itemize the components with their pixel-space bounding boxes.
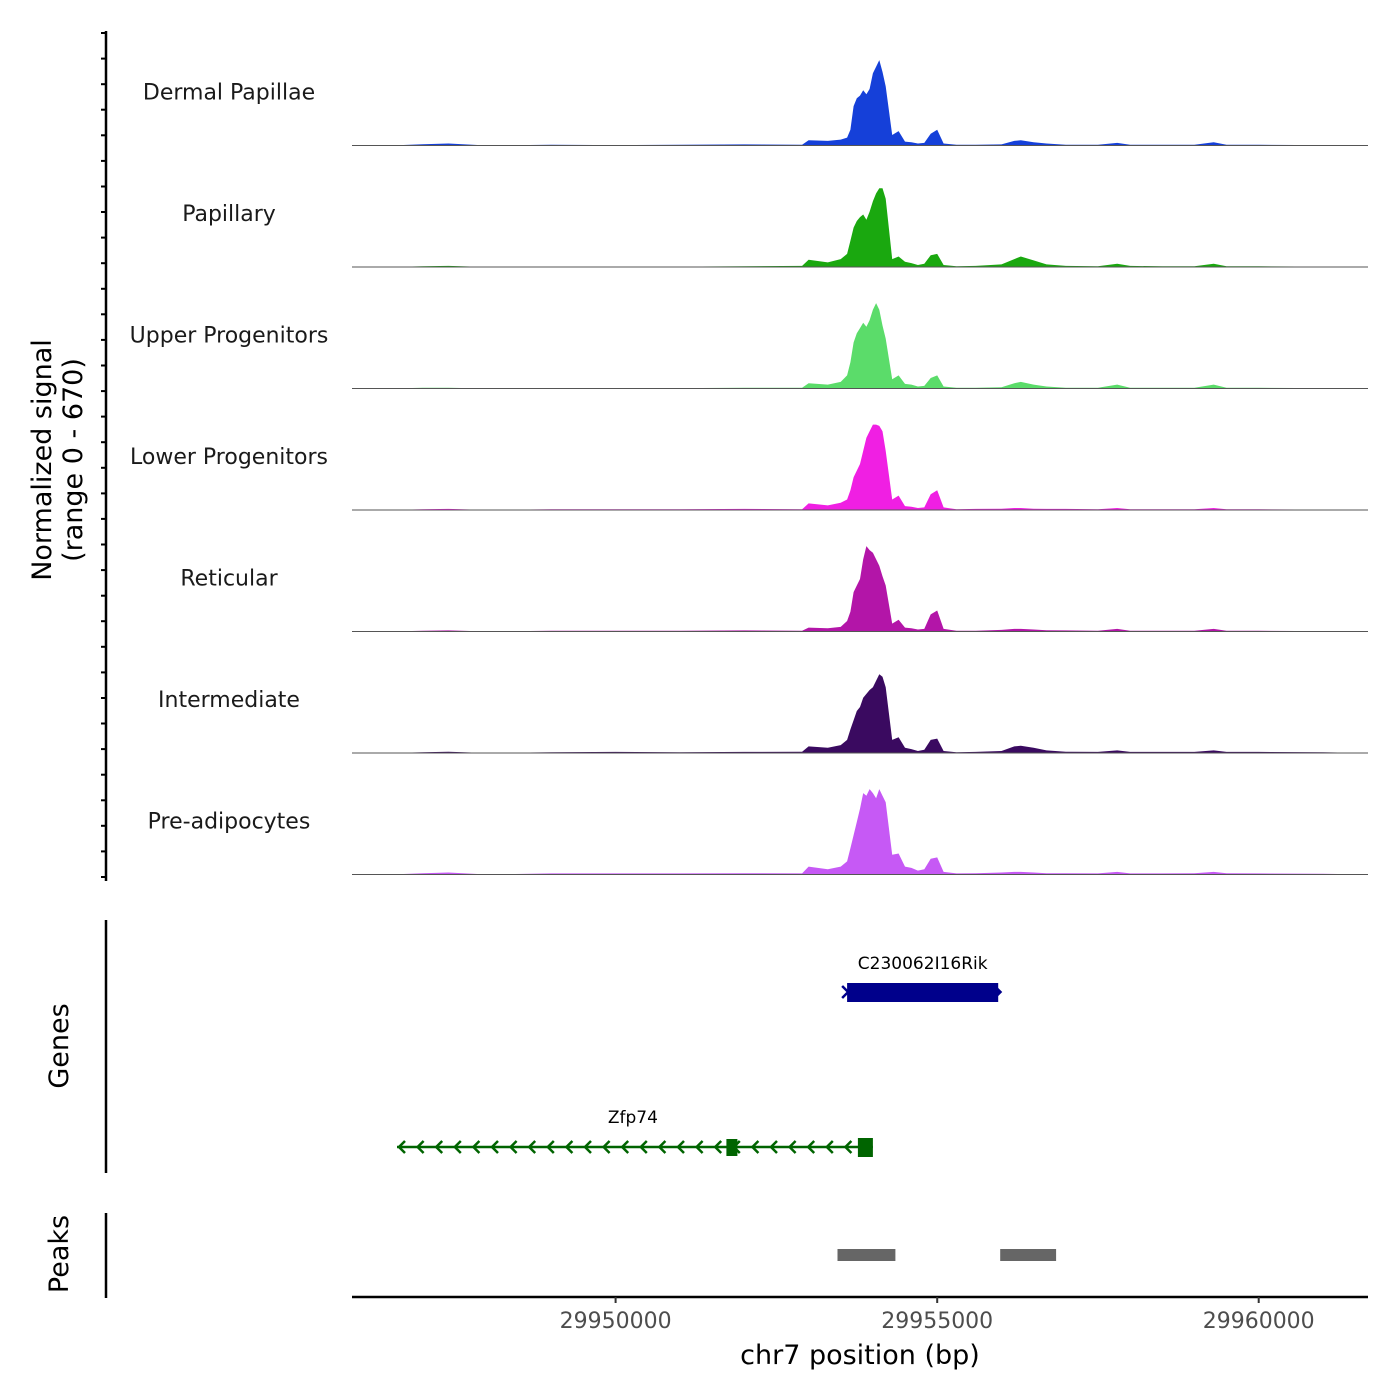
gene-strand-arrow — [996, 986, 1003, 998]
track-label-1: Papillary — [182, 202, 276, 227]
track-label-4: Reticular — [180, 567, 278, 592]
gene-label-c230062i16rik: C230062I16Rik — [858, 954, 988, 974]
x-tick-label: 29955000 — [881, 1309, 993, 1334]
gene-strand-arrow — [527, 1140, 537, 1154]
gene-strand-arrow — [787, 1140, 797, 1154]
gene-strand-arrow — [546, 1140, 555, 1154]
x-axis-title: chr7 position (bp) — [740, 1340, 980, 1371]
track-label-3: Lower Progenitors — [130, 445, 328, 470]
gene-strand-arrow — [453, 1140, 462, 1154]
peak-bar-1 — [1000, 1249, 1057, 1261]
gene-strand-arrow — [825, 1140, 834, 1154]
gene-strand-arrow — [564, 1140, 574, 1154]
gene-strand-arrow — [601, 1140, 611, 1154]
track-label-6: Pre-adipocytes — [148, 810, 311, 835]
y-axis-title-line1: Normalized signal — [27, 339, 58, 581]
gene-strand-arrow — [639, 1140, 648, 1154]
gene-strand-arrow — [434, 1140, 444, 1154]
signal-area-6 — [352, 789, 1368, 875]
gene-exon — [726, 1139, 738, 1156]
signal-area-5 — [352, 674, 1368, 753]
gene-body-c230062i16rik — [847, 983, 999, 1002]
gene-track: C230062I16Rik Zfp74 — [397, 954, 1003, 1157]
signal-area-2 — [352, 303, 1368, 389]
signal-tracks: Dermal Papillae Papillary Upper Progenitor… — [130, 60, 1368, 875]
gene-strand-arrow — [676, 1140, 685, 1154]
gene-strand-arrow — [843, 1140, 853, 1154]
gene-strand-arrow — [750, 1140, 760, 1154]
left-axes — [101, 31, 108, 1298]
peak-bar-0 — [837, 1249, 896, 1261]
gene-strand-arrow — [806, 1140, 816, 1154]
gene-strand-arrow — [694, 1140, 704, 1154]
gene-strand-arrow — [508, 1140, 518, 1154]
signal-area-4 — [352, 546, 1368, 632]
gene-strand-arrow — [657, 1140, 667, 1154]
track-label-5: Intermediate — [158, 688, 300, 713]
peaks-panel-label: Peaks — [44, 1215, 75, 1293]
peak-track — [837, 1249, 1057, 1261]
x-tick-label: 29950000 — [560, 1309, 672, 1334]
signal-area-1 — [352, 188, 1368, 267]
gene-exon — [857, 1138, 873, 1157]
x-tick-label: 29960000 — [1203, 1309, 1315, 1334]
y-axis-title-line2: (range 0 - 670) — [58, 358, 89, 562]
signal-area-0 — [352, 60, 1368, 146]
signal-area-3 — [352, 424, 1368, 510]
gene-label-zfp74: Zfp74 — [608, 1108, 658, 1128]
gene-strand-arrow — [713, 1140, 723, 1154]
gene-strand-arrow — [841, 985, 850, 999]
genes-panel-label: Genes — [44, 1003, 75, 1088]
gene-strand-arrow — [415, 1140, 425, 1154]
x-axis: 29950000 29955000 29960000 — [352, 1295, 1368, 1334]
gene-strand-arrow — [620, 1140, 630, 1154]
track-label-2: Upper Progenitors — [130, 324, 329, 349]
track-label-0: Dermal Papillae — [143, 81, 315, 106]
gene-strand-arrow — [471, 1140, 481, 1154]
gene-strand-arrow — [397, 1140, 406, 1154]
gene-strand-arrow — [490, 1140, 499, 1154]
gene-strand-arrow — [583, 1140, 592, 1154]
gene-strand-arrow — [769, 1140, 778, 1154]
